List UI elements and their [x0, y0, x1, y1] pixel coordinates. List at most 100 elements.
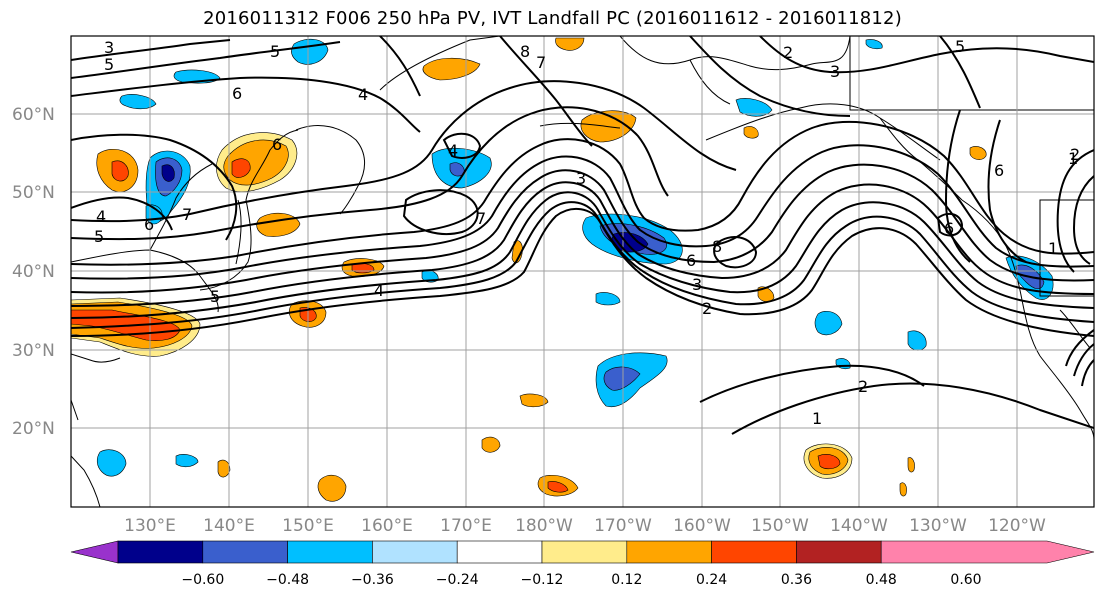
shade-orange-small-4	[757, 286, 775, 302]
contour-label: 6	[944, 219, 954, 238]
lat-label: 20°N	[12, 419, 55, 439]
contour-label: 6	[272, 135, 282, 154]
contour-label: 2	[858, 377, 868, 396]
contour-label: 3	[104, 38, 114, 57]
colorbar-tick-label: 0.36	[781, 572, 812, 588]
lon-label: 160°W	[673, 516, 731, 536]
lon-label: 120°W	[988, 516, 1046, 536]
contour-label: 3	[830, 62, 840, 81]
shade-red-korea	[111, 160, 129, 182]
shade-navy-okhotsk	[161, 164, 175, 182]
contour-label: 5	[94, 227, 104, 246]
shade-cyan-north-3	[119, 94, 157, 110]
colorbar-tick-label: −0.12	[521, 572, 564, 588]
contour-label: 4	[374, 281, 384, 300]
shade-orange-small-8	[907, 457, 915, 473]
shade-blue-mid	[603, 366, 641, 391]
shade-cyan-small-6	[595, 292, 621, 306]
contour-label: 5	[210, 287, 220, 306]
colorbar-segment	[287, 540, 373, 564]
contour-label: 4	[448, 141, 458, 160]
pv-contours	[71, 36, 1094, 435]
contour-label: 1	[1068, 149, 1078, 168]
shade-red-ne-pacific	[817, 454, 841, 470]
colorbar-tick-label: 0.60	[950, 572, 981, 588]
lon-label: 160°E	[361, 516, 413, 536]
pv-shading	[71, 37, 1054, 502]
contour-label: 5	[270, 42, 280, 61]
lon-label: 150°E	[282, 516, 334, 536]
shade-orange-small-2	[481, 436, 501, 453]
lon-label: 130°W	[909, 516, 967, 536]
lon-label: 170°E	[440, 516, 492, 536]
contour-label: 2	[783, 43, 793, 62]
lon-label: 150°W	[751, 516, 809, 536]
contour-label: 1	[812, 409, 822, 428]
colorbar	[70, 540, 1095, 564]
coastlines	[71, 36, 1094, 507]
contour-label: 2	[1070, 145, 1080, 164]
lat-label: 40°N	[12, 262, 55, 282]
shade-orange-small-9	[899, 482, 907, 497]
shade-red-japan-sea	[231, 158, 251, 178]
colorbar-tick-label: −0.48	[266, 572, 309, 588]
contour-label: 6	[232, 84, 242, 103]
shade-cyan-small-3	[735, 98, 773, 117]
colorbar-tick-label: 0.12	[611, 572, 642, 588]
colorbar-tick-label: 0.24	[696, 572, 727, 588]
colorbar-tick-label: −0.36	[351, 572, 394, 588]
contour-label: 5	[104, 55, 114, 74]
contour-label: 3	[576, 169, 586, 188]
colorbar-segment	[626, 540, 712, 564]
contour-label: 4	[96, 207, 106, 226]
shade-orange-small-7	[743, 126, 759, 139]
colorbar-segment	[796, 540, 882, 564]
map-frame	[70, 35, 1095, 508]
contour-label: 6	[144, 215, 154, 234]
colorbar-segment	[372, 540, 458, 564]
shade-cyan-small-2	[907, 330, 927, 351]
contour-label: 6	[994, 161, 1004, 180]
latitude-labels: 60°N 50°N 40°N 30°N 20°N	[12, 105, 55, 439]
colorbar-segment	[456, 540, 543, 564]
shade-cyan-small-1	[814, 311, 843, 336]
shade-orange-20n-a	[317, 474, 347, 502]
lon-label: 180°W	[515, 516, 573, 536]
lat-label: 50°N	[12, 183, 55, 203]
longitude-labels: 130°E 140°E 150°E 160°E 170°E 180°W 170°…	[124, 516, 1046, 536]
lon-label: 130°E	[124, 516, 176, 536]
contour-label: 1	[1048, 239, 1058, 258]
shade-orange-small-3	[217, 459, 231, 478]
colorbar-ticks: −0.60 −0.48 −0.36 −0.24 −0.12 0.12 0.24 …	[181, 572, 981, 588]
contour-label: 8	[712, 237, 722, 256]
map-title: 2016011312 F006 250 hPa PV, IVT Landfall…	[203, 8, 902, 29]
shade-cyan-small-9	[865, 39, 883, 50]
shade-red-20n-b	[547, 481, 569, 493]
shade-orange-small-1	[519, 393, 549, 408]
lon-label: 170°W	[594, 516, 652, 536]
shade-orange-small-5	[969, 146, 987, 160]
colorbar-segment	[711, 540, 797, 564]
colorbar-segment	[202, 540, 288, 564]
contour-label: 6	[686, 251, 696, 270]
contour-label: 4	[358, 85, 368, 104]
contour-label: 7	[536, 53, 546, 72]
gridlines	[71, 36, 1094, 507]
colorbar-tick-label: −0.24	[436, 572, 479, 588]
colorbar-segment	[541, 540, 628, 564]
shade-cyan-small-7	[175, 454, 199, 468]
shade-orange-alaska	[555, 37, 585, 51]
lon-label: 140°E	[203, 516, 255, 536]
colorbar-tick-label: 0.48	[866, 572, 897, 588]
contour-label: 5	[955, 37, 965, 56]
contour-label: 7	[182, 205, 192, 224]
colorbar-segment	[880, 540, 1095, 564]
colorbar-segment	[70, 540, 119, 564]
contour-label: 7	[476, 209, 486, 228]
lat-label: 30°N	[12, 341, 55, 361]
colorbar-tick-label: −0.60	[181, 572, 224, 588]
contour-labels: 3 5 6 4 5 8 7 2 3 5 4 5 6 6 7 4 5 7 3 4 …	[94, 37, 1080, 428]
contour-label: 8	[520, 42, 530, 61]
colorbar-segment	[117, 540, 204, 564]
